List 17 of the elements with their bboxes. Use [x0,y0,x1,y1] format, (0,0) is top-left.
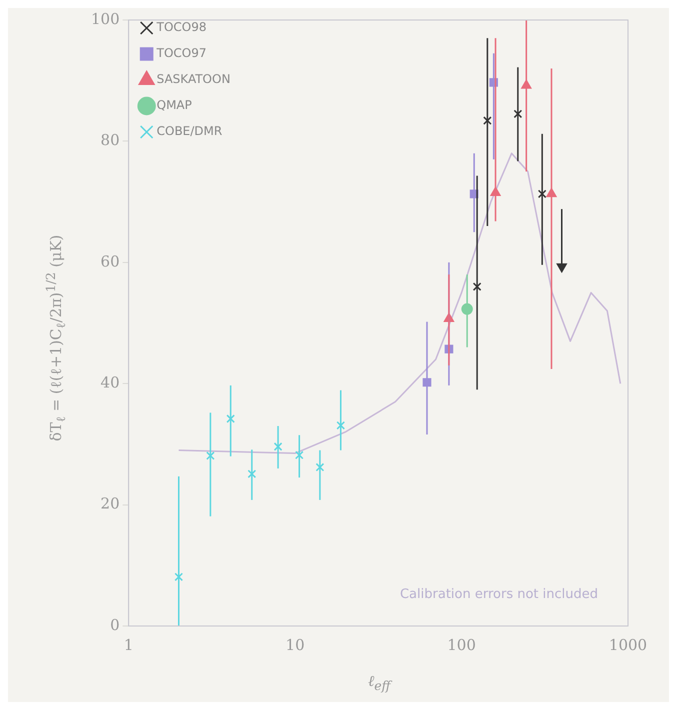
legend-label: COBE/DMR [156,124,222,138]
y-tick-label: 0 [110,616,120,634]
x-tick-label: 10 [286,636,305,654]
x-tick-label: 100 [447,636,476,654]
y-tick-label: 80 [100,131,120,150]
y-tick-label: 60 [100,252,120,270]
y-tick-label: 20 [100,494,120,513]
annotation: Calibration errors not included [400,587,598,602]
legend-label: SASKATOON [156,72,230,86]
legend-label: TOCO98 [156,20,207,34]
y-tick-label: 100 [90,10,120,28]
x-tick-label: 1 [124,636,134,654]
legend-label: TOCO97 [156,46,207,60]
x-axis-title: ℓ$_{eff}$ [368,672,391,693]
legend-label: QMAP [156,98,192,112]
y-tick-label: 40 [100,373,120,392]
x-tick-label: 1000 [608,636,648,654]
